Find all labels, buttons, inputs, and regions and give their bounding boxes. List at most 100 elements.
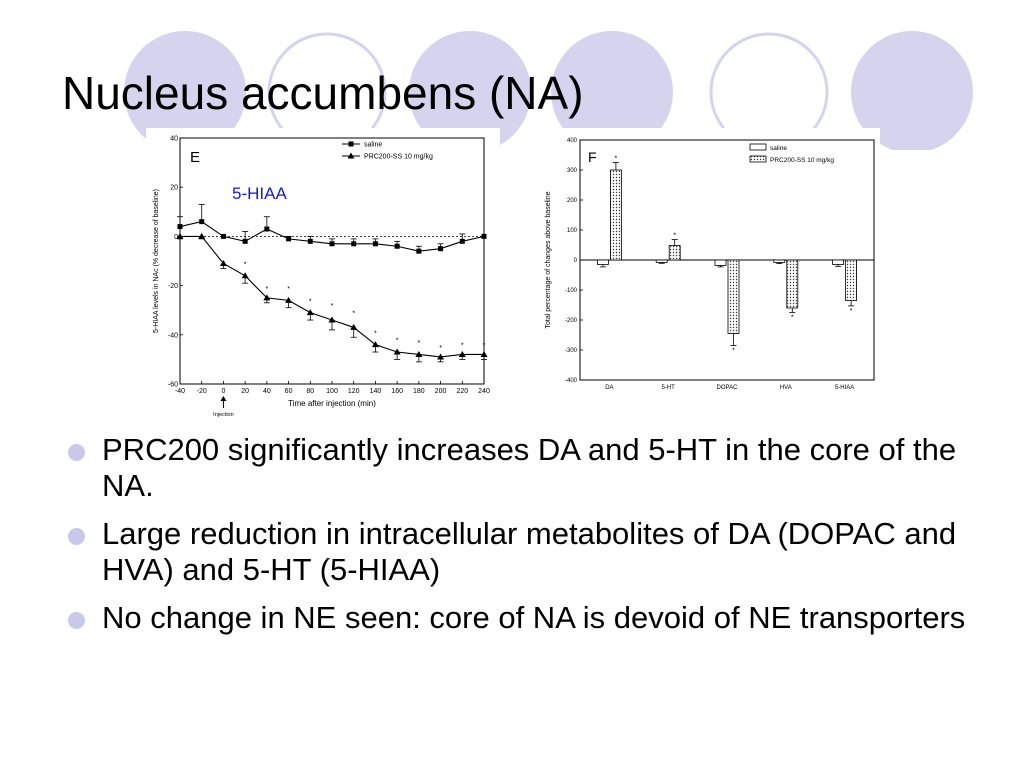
legend-label: PRC200-SS 10 mg/kg xyxy=(770,157,834,164)
data-point-square xyxy=(438,246,444,252)
x-tick-label: 140 xyxy=(370,388,382,395)
bar xyxy=(668,245,681,261)
legend-label: saline xyxy=(770,145,787,152)
data-point-triangle xyxy=(198,232,206,239)
data-point-triangle xyxy=(306,309,314,316)
data-point-square xyxy=(329,241,335,247)
significance-marker: * xyxy=(309,298,312,305)
significance-marker: * xyxy=(331,303,334,310)
data-point-square xyxy=(220,233,226,239)
bullet-text: PRC200 significantly increases DA and 5-… xyxy=(102,432,957,503)
data-point-square xyxy=(481,233,487,239)
legend-label: PRC200-SS 10 mg/kg xyxy=(364,154,433,161)
x-tick-label: 5-HIAA xyxy=(835,385,854,391)
data-point-triangle xyxy=(219,259,227,266)
x-tick-label: HVA xyxy=(780,385,792,391)
data-point-square xyxy=(286,236,292,242)
decorative-circle xyxy=(267,32,387,150)
x-tick-label: 220 xyxy=(456,388,468,395)
x-tick-label: 0 xyxy=(221,388,225,395)
decorative-circle xyxy=(409,31,531,150)
decorative-circle xyxy=(851,31,973,150)
significance-marker: * xyxy=(615,156,618,163)
bar xyxy=(597,259,609,265)
bullet-icon xyxy=(68,612,85,629)
data-point-square xyxy=(264,226,270,232)
x-tick-label: -40 xyxy=(175,388,185,395)
x-tick-label: 40 xyxy=(263,388,271,395)
data-point-square xyxy=(459,238,465,244)
data-point-square xyxy=(394,243,400,249)
data-point-square xyxy=(307,238,313,244)
decorative-circles xyxy=(124,31,973,150)
y-tick-label: -20 xyxy=(168,283,178,290)
decorative-circle xyxy=(709,32,829,150)
bar xyxy=(610,169,622,261)
data-point-square xyxy=(177,224,183,230)
significance-marker: * xyxy=(850,308,853,315)
y-tick-label: 40 xyxy=(170,136,178,143)
bullet-item: Large reduction in intracellular metabol… xyxy=(62,516,992,588)
y-tick-label: -400 xyxy=(565,378,578,384)
bar xyxy=(845,259,858,301)
significance-marker: * xyxy=(244,261,247,268)
y-tick-label: -60 xyxy=(168,382,178,389)
significance-marker: * xyxy=(374,330,377,337)
y-tick-label: 0 xyxy=(574,258,578,264)
legend-marker-triangle xyxy=(347,152,355,159)
legend-swatch xyxy=(749,143,767,151)
data-point-triangle xyxy=(263,294,271,301)
bullet-list: PRC200 significantly increases DA and 5-… xyxy=(62,432,992,648)
x-tick-label: 5-HT xyxy=(662,385,676,391)
significance-marker: * xyxy=(673,233,676,240)
significance-marker: * xyxy=(461,343,464,350)
legend-marker-square xyxy=(348,141,354,147)
annotation-label: 5-HIAA xyxy=(232,184,287,203)
data-point-square xyxy=(242,238,248,244)
bullet-item: No change in NE seen: core of NA is devo… xyxy=(62,600,992,636)
data-point-triangle xyxy=(437,353,445,360)
x-axis-label: Time after injection (min) xyxy=(288,399,376,408)
injection-label: Injection xyxy=(213,412,234,418)
significance-marker: * xyxy=(265,286,268,293)
data-point-square xyxy=(372,241,378,247)
y-tick-label: 400 xyxy=(567,138,578,144)
line-chart-5hiaa: -40 -20 0 20 40 60 80 100 120 140 160 180 200 220 2404… xyxy=(153,136,490,419)
data-point-square xyxy=(351,241,357,247)
panel-label: F xyxy=(588,149,597,165)
bullet-item: PRC200 significantly increases DA and 5-… xyxy=(62,432,992,504)
bullet-icon xyxy=(68,444,85,461)
x-tick-label: 200 xyxy=(435,388,447,395)
x-tick-label: 160 xyxy=(391,388,403,395)
data-point-triangle xyxy=(371,341,379,348)
bar xyxy=(832,259,845,265)
decorative-circle xyxy=(124,31,246,150)
data-point-triangle xyxy=(415,350,423,357)
significance-marker: * xyxy=(396,338,399,345)
y-tick-label: 0 xyxy=(174,234,178,241)
legend-label: saline xyxy=(364,142,382,149)
decorative-circle xyxy=(551,31,673,150)
x-tick-label: DOPAC xyxy=(717,385,739,391)
series-line xyxy=(180,235,484,358)
y-tick-label: 200 xyxy=(567,198,578,204)
y-axis-label: 5-HIAA levels in NAc (% decrease of base… xyxy=(153,189,160,333)
bar xyxy=(773,259,786,263)
data-point-triangle xyxy=(285,296,293,303)
x-tick-label: 240 xyxy=(478,388,490,395)
significance-marker: * xyxy=(417,340,420,347)
chart-panel-f: 400 300 200 100 0 -100 -200 -300 -400 Total perce… xyxy=(534,128,880,392)
bar xyxy=(786,259,799,309)
data-point-triangle xyxy=(328,316,336,323)
significance-marker: * xyxy=(352,311,355,318)
x-tick-label: 80 xyxy=(306,388,314,395)
x-tick-label: 20 xyxy=(241,388,249,395)
chart-panel-e: -40 -20 0 20 40 60 80 100 120 140 160 180 200 220 240 4… xyxy=(146,128,500,420)
data-point-triangle xyxy=(241,272,249,279)
significance-marker: * xyxy=(732,348,735,355)
slide-title: Nucleus accumbens (NA) xyxy=(62,67,584,119)
data-point-triangle xyxy=(176,232,184,239)
bar xyxy=(727,259,740,334)
y-axis-label: Total percentage of changes above baseli… xyxy=(545,191,552,328)
significance-marker: * xyxy=(439,345,442,352)
